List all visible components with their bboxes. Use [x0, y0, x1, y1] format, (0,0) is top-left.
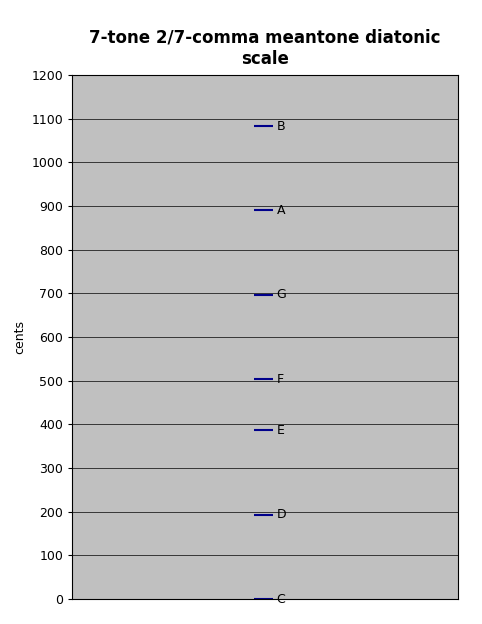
Text: G: G [277, 288, 286, 301]
Text: D: D [277, 508, 286, 521]
Text: F: F [277, 373, 284, 386]
Title: 7-tone 2/7-comma meantone diatonic
scale: 7-tone 2/7-comma meantone diatonic scale [89, 29, 441, 68]
Text: C: C [277, 593, 285, 605]
Text: E: E [277, 424, 284, 437]
Text: B: B [277, 120, 285, 132]
Text: A: A [277, 204, 285, 217]
Y-axis label: cents: cents [13, 320, 26, 354]
